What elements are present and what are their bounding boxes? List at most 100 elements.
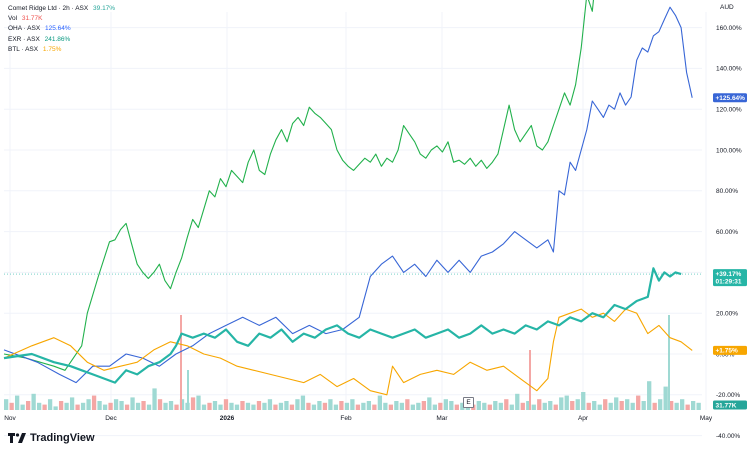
volume-bar — [427, 397, 432, 410]
volume-bar — [509, 404, 514, 410]
tradingview-logo-icon — [8, 433, 26, 443]
x-tick-label: May — [700, 415, 713, 422]
volume-bar — [218, 404, 223, 410]
volume-bar — [212, 401, 218, 410]
volume-bar — [267, 399, 273, 410]
volume-bar — [542, 402, 547, 410]
x-tick-label: Apr — [578, 415, 589, 422]
volume-bar — [135, 402, 141, 410]
tradingview-logo[interactable]: TradingView — [8, 432, 95, 444]
x-tick-label: Mar — [436, 415, 448, 422]
volume-bar — [570, 401, 575, 410]
time-axis[interactable]: Nov Dec 2026 Feb Mar Apr May — [4, 415, 713, 422]
tag-oha-bg — [713, 93, 747, 103]
volume-bar — [174, 404, 179, 410]
legend-vol-label: Vol — [8, 15, 18, 23]
series-lines — [3, 0, 693, 396]
volume-bar — [548, 401, 553, 410]
volume-bar — [64, 402, 69, 410]
volume-bar — [641, 401, 646, 410]
volume-bar — [476, 401, 481, 410]
volume-bar — [229, 402, 234, 410]
volume-bar — [278, 402, 284, 410]
legend-main-label: Comet Ridge Ltd · 2h · ASX — [8, 5, 89, 12]
volume-bar — [443, 399, 448, 410]
volume-bar — [119, 401, 124, 410]
volume-bar — [141, 401, 146, 410]
tag-oha-text: +125.64% — [716, 95, 746, 102]
volume-bar — [350, 399, 355, 410]
volume-bar — [361, 402, 366, 410]
volume-bar — [306, 402, 311, 410]
tag-oha: +125.64% — [713, 93, 747, 103]
volume-bar — [520, 402, 525, 410]
legend-oha[interactable]: OHA · ASX 125.64% — [8, 24, 115, 34]
tag-main-text: +39.17% — [716, 271, 742, 278]
volume-bar — [53, 406, 58, 410]
volume-bar — [647, 381, 652, 410]
volume-bar — [130, 397, 135, 410]
volume-bar — [652, 402, 657, 410]
volume-bar — [146, 404, 152, 410]
volume-bar — [300, 395, 306, 410]
volume-bar — [47, 399, 53, 410]
volume-bar — [207, 402, 212, 410]
volume-bar — [223, 399, 229, 410]
volume-bar — [432, 404, 437, 410]
tradingview-logo-text: TradingView — [30, 432, 95, 444]
volume-bar — [245, 402, 251, 410]
volume-bar — [410, 404, 416, 410]
price-axis[interactable]: AUD320.00%300.00%280.00%260.00%240.00%22… — [716, 0, 742, 440]
volume-bar — [333, 404, 339, 410]
volume-bar — [344, 402, 350, 410]
volume-bar — [190, 397, 196, 410]
volume-bar — [201, 404, 207, 410]
volume-bar — [603, 399, 608, 410]
volume-bar — [152, 388, 157, 410]
volume-bar — [262, 402, 267, 410]
volume-bar — [251, 404, 256, 410]
legend-volume[interactable]: Vol 31.77K — [8, 14, 115, 24]
volume-bar — [180, 315, 182, 410]
legend-btl-label: BTL · ASX — [8, 45, 39, 53]
volume-bar — [581, 392, 586, 410]
y-tick-label: -20.00% — [716, 392, 740, 399]
volume-bar — [295, 399, 300, 410]
y-tick-label: 80.00% — [716, 188, 738, 195]
volume-bar — [97, 401, 102, 410]
volume-bar — [449, 401, 454, 410]
volume-bar — [256, 401, 262, 410]
volume-bar — [75, 404, 80, 410]
legend-exr[interactable]: EXR · ASX 241.86% — [8, 35, 115, 45]
series-line-oha — [3, 6, 693, 384]
volume-bar — [179, 399, 185, 410]
earnings-event-badge[interactable]: E — [463, 397, 474, 408]
volume-bar — [663, 386, 668, 410]
y-tick-label: 120.00% — [716, 107, 742, 114]
series-line-exr — [3, 0, 595, 371]
x-tick-label: Dec — [105, 415, 117, 422]
volume-bar — [273, 404, 278, 410]
volume-bar — [460, 402, 465, 410]
volume-bar — [42, 404, 47, 410]
tag-vol-text: 31.77K — [716, 402, 737, 409]
legend-btl[interactable]: BTL · ASX 1.75% — [8, 45, 115, 55]
legend-main[interactable]: Comet Ridge Ltd · 2h · ASX 39.17% — [8, 4, 115, 14]
x-tick-label: 2026 — [220, 415, 235, 422]
volume-bar — [399, 402, 405, 410]
volume-bar — [685, 404, 690, 410]
volume-bar — [680, 399, 685, 410]
volume-bar — [564, 395, 569, 410]
legend-exr-value: 241.86% — [44, 35, 71, 43]
y-tick-label: 20.00% — [716, 311, 738, 318]
volume-bar — [529, 350, 531, 410]
volume-bar — [163, 402, 168, 410]
volume-bars — [4, 315, 701, 410]
grid-lines — [4, 12, 707, 437]
y-tick-label: 100.00% — [716, 147, 742, 154]
price-tags: +241.86%+125.64%+39.17%01:29:31+1.75%31.… — [713, 93, 747, 410]
tag-btl: +1.75% — [713, 345, 747, 355]
volume-bar — [669, 401, 674, 410]
